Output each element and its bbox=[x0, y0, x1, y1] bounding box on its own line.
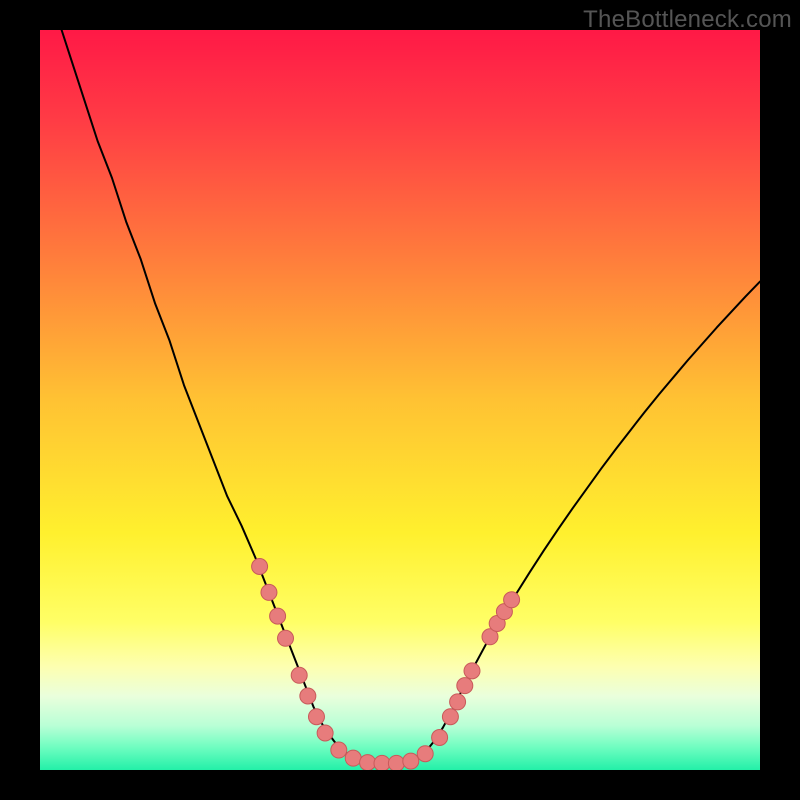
data-marker bbox=[457, 678, 473, 694]
data-marker bbox=[308, 709, 324, 725]
data-marker bbox=[261, 584, 277, 600]
data-marker bbox=[450, 694, 466, 710]
gradient-background bbox=[40, 30, 760, 770]
plot-area bbox=[40, 30, 760, 770]
data-marker bbox=[360, 755, 376, 770]
data-marker bbox=[432, 729, 448, 745]
data-marker bbox=[504, 592, 520, 608]
data-marker bbox=[417, 746, 433, 762]
data-marker bbox=[317, 725, 333, 741]
data-marker bbox=[278, 630, 294, 646]
chart-svg bbox=[40, 30, 760, 770]
data-marker bbox=[291, 667, 307, 683]
data-marker bbox=[345, 750, 361, 766]
data-marker bbox=[403, 753, 419, 769]
data-marker bbox=[270, 608, 286, 624]
data-marker bbox=[331, 742, 347, 758]
data-marker bbox=[442, 709, 458, 725]
data-marker bbox=[300, 688, 316, 704]
stage: TheBottleneck.com bbox=[0, 0, 800, 800]
data-marker bbox=[374, 755, 390, 770]
data-marker bbox=[464, 663, 480, 679]
data-marker bbox=[252, 559, 268, 575]
data-marker bbox=[388, 755, 404, 770]
